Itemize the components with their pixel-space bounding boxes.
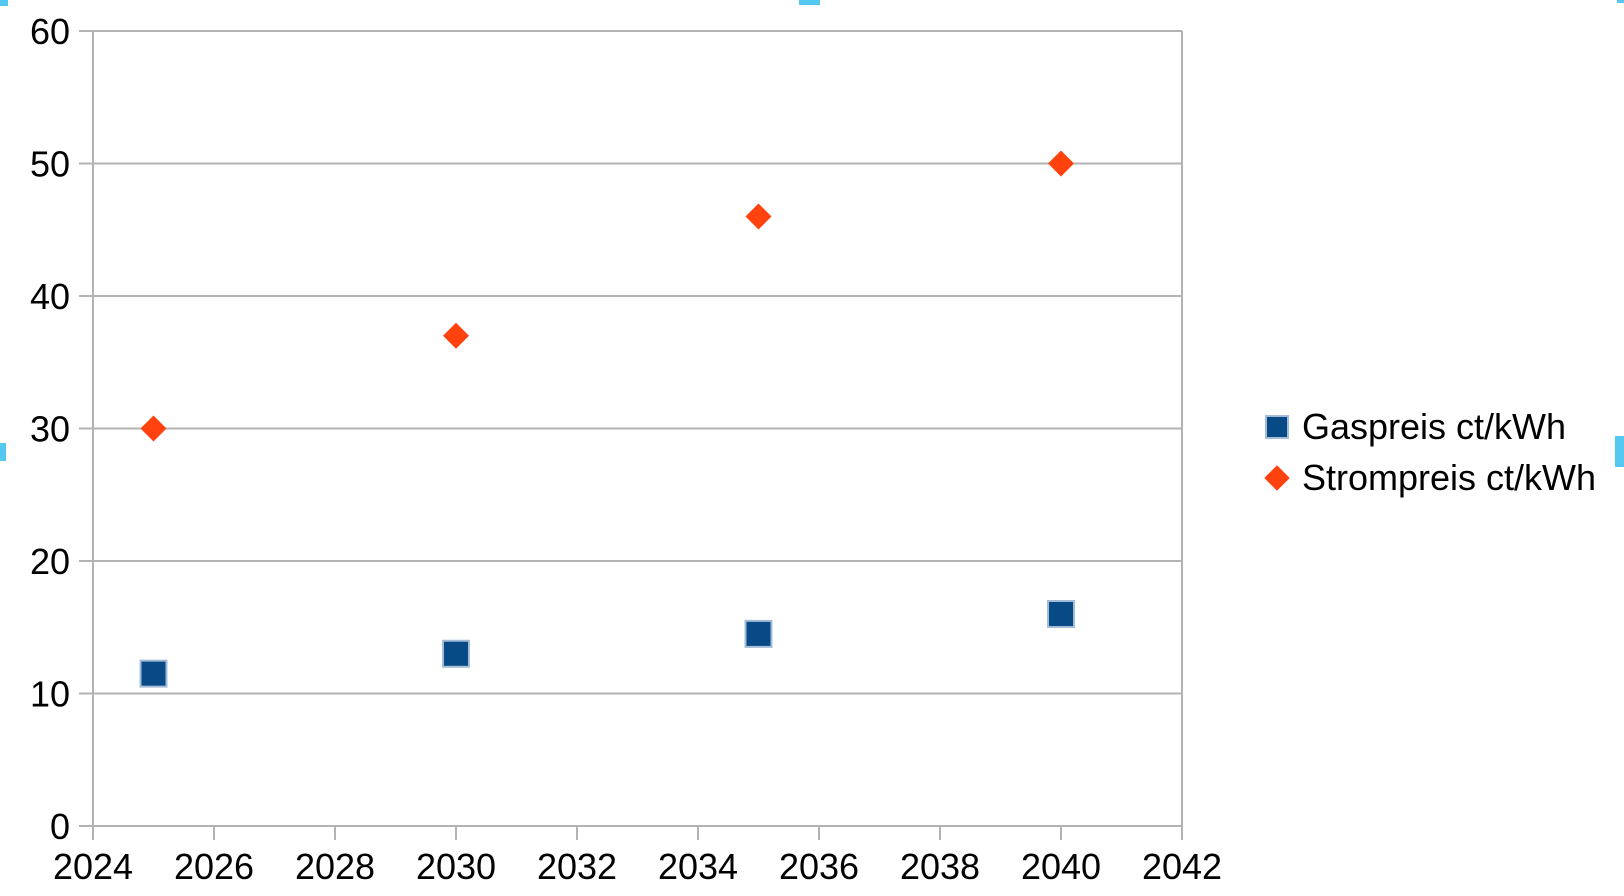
data-point-gaspreis-2030[interactable] xyxy=(442,639,470,668)
x-axis-tick-label: 2030 xyxy=(416,846,496,887)
legend-label-gaspreis: Gaspreis ct/kWh xyxy=(1302,405,1567,447)
selection-handle-top-center[interactable] xyxy=(799,0,820,5)
data-point-strompreis-2025[interactable] xyxy=(140,415,167,442)
legend-item-gaspreis[interactable]: Gaspreis ct/kWh xyxy=(1263,401,1596,452)
x-axis-tick-label: 2032 xyxy=(537,846,617,887)
data-point-strompreis-2040[interactable] xyxy=(1048,150,1074,177)
y-axis-tick-label: 20 xyxy=(30,541,70,582)
data-point-strompreis-2035[interactable] xyxy=(745,203,772,230)
x-axis-tick-label: 2026 xyxy=(174,846,254,887)
data-point-gaspreis-2040[interactable] xyxy=(1047,600,1075,628)
y-axis-tick-label: 60 xyxy=(30,11,70,52)
selection-handle-top-right[interactable] xyxy=(1617,0,1624,3)
selection-handle-middle-left[interactable] xyxy=(0,443,6,461)
y-axis-tick-label: 10 xyxy=(30,674,70,715)
y-axis-tick-label: 40 xyxy=(30,276,70,317)
y-axis-tick-label: 50 xyxy=(30,144,70,185)
data-point-gaspreis-2025[interactable] xyxy=(139,659,168,688)
x-axis-tick-label: 2028 xyxy=(295,846,375,887)
y-axis-tick-label: 0 xyxy=(50,806,70,847)
legend-label-strompreis: Strompreis ct/kWh xyxy=(1302,456,1597,498)
x-axis-tick-label: 2042 xyxy=(1142,846,1222,887)
data-point-gaspreis-2035[interactable] xyxy=(744,619,773,648)
legend-item-strompreis[interactable]: Strompreis ct/kWh xyxy=(1263,452,1596,503)
x-axis-tick-label: 2036 xyxy=(779,846,859,887)
gaspreis-square-icon xyxy=(1263,413,1290,440)
x-axis-tick-label: 2038 xyxy=(900,846,980,887)
selection-handle-middle-right[interactable] xyxy=(1615,436,1624,467)
x-axis-tick-label: 2034 xyxy=(658,846,738,887)
x-axis-tick-label: 2040 xyxy=(1021,846,1101,887)
y-axis-tick-label: 30 xyxy=(30,409,70,450)
selection-handle-top-left[interactable] xyxy=(0,0,8,6)
chart-legend: Gaspreis ct/kWh Strompreis ct/kWh xyxy=(1263,401,1596,503)
data-point-strompreis-2030[interactable] xyxy=(443,322,469,349)
x-axis-tick-label: 2024 xyxy=(53,846,133,887)
strompreis-diamond-icon xyxy=(1263,464,1290,491)
